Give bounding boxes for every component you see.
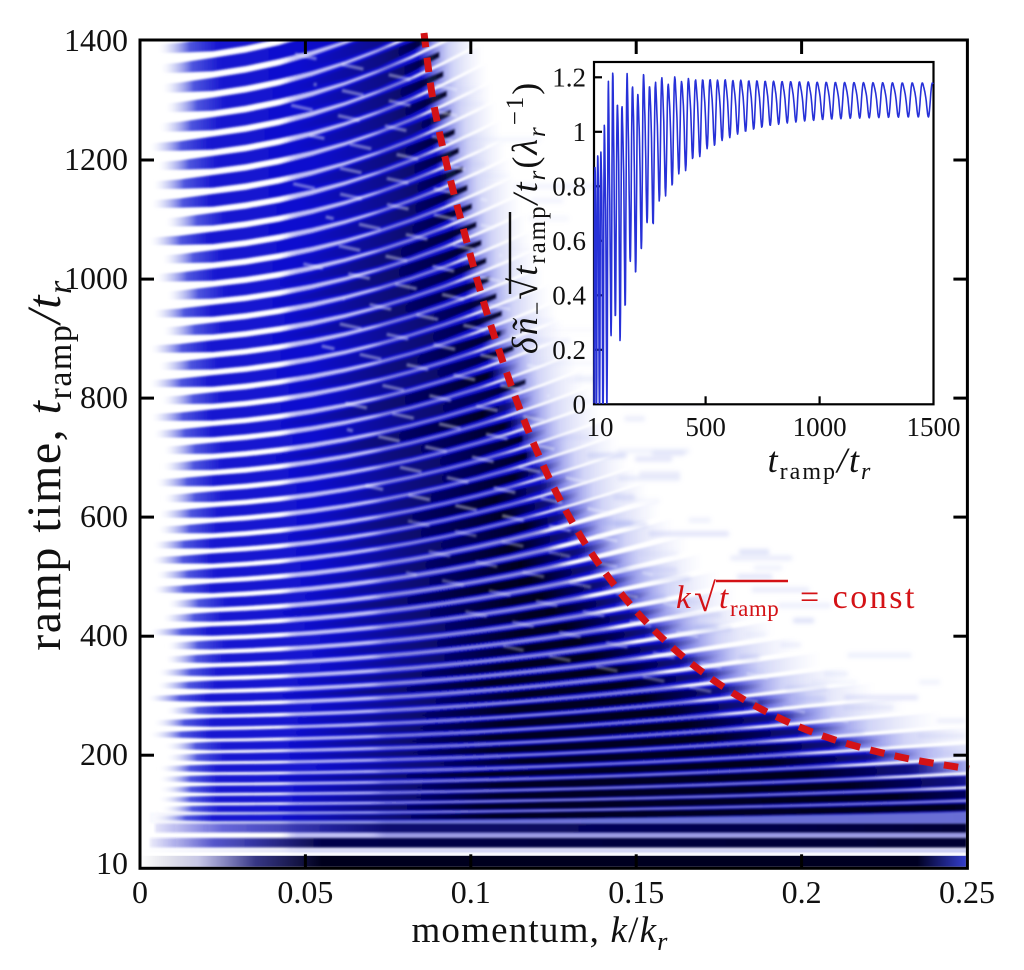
svg-text:1000: 1000	[793, 412, 847, 442]
svg-text:0.25: 0.25	[939, 874, 995, 910]
svg-text:momentum, k/kr: momentum, k/kr	[411, 910, 668, 956]
svg-text:ramp: ramp	[730, 596, 779, 621]
svg-text:600: 600	[80, 498, 128, 534]
svg-text:500: 500	[685, 412, 726, 442]
svg-text:0: 0	[132, 874, 148, 910]
svg-text:800: 800	[80, 379, 128, 415]
svg-text:t: t	[719, 580, 729, 616]
svg-text:0.05: 0.05	[277, 874, 333, 910]
svg-text:10: 10	[587, 412, 614, 442]
svg-text:200: 200	[80, 736, 128, 772]
svg-text:k: k	[676, 580, 692, 616]
svg-text:1200: 1200	[64, 141, 128, 177]
svg-text:0.2: 0.2	[782, 874, 822, 910]
svg-text:1500: 1500	[907, 412, 961, 442]
svg-text:0.8: 0.8	[552, 171, 586, 201]
svg-text:0.15: 0.15	[608, 874, 664, 910]
svg-text:= const: = const	[800, 579, 917, 616]
svg-text:0.1: 0.1	[451, 874, 491, 910]
svg-text:1000: 1000	[64, 260, 128, 296]
svg-text:δñ−√tramp/tr(λr−1): δñ−√tramp/tr(λr−1)	[501, 81, 551, 354]
svg-text:1: 1	[573, 117, 587, 147]
svg-text:√: √	[694, 575, 716, 620]
svg-text:400: 400	[80, 617, 128, 653]
svg-text:1400: 1400	[64, 22, 128, 58]
svg-text:0.2: 0.2	[552, 335, 586, 365]
svg-text:0: 0	[573, 389, 587, 419]
svg-text:0.4: 0.4	[552, 280, 586, 310]
svg-text:tramp/tr: tramp/tr	[768, 440, 873, 485]
svg-text:10: 10	[96, 845, 128, 881]
svg-text:1.2: 1.2	[552, 62, 586, 92]
svg-text:0.6: 0.6	[552, 226, 586, 256]
